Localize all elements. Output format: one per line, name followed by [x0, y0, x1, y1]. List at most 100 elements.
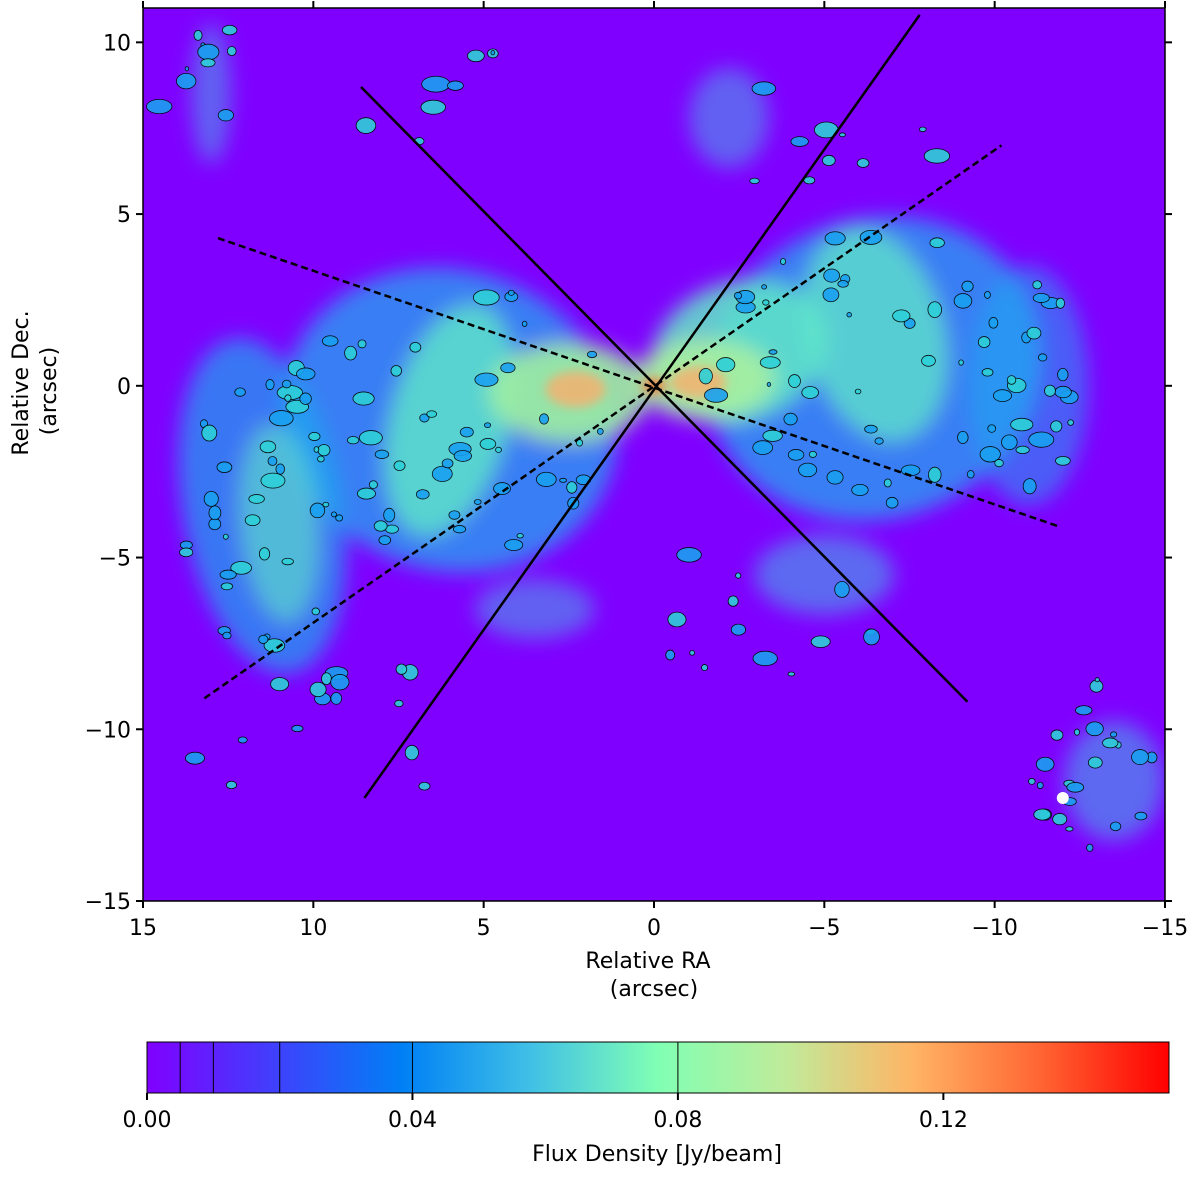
emission-clump [698, 367, 713, 385]
emission-lobe [474, 579, 595, 640]
emission-clump [733, 291, 743, 300]
emission-clump [474, 372, 499, 387]
emission-clump [1028, 431, 1055, 448]
y-tick-label: 10 [103, 31, 131, 56]
emission-clump [822, 287, 840, 303]
emission-clump [854, 388, 862, 395]
emission-clump [927, 301, 942, 318]
emission-clump [923, 148, 951, 164]
emission-clump [1085, 721, 1104, 737]
emission-clump [1073, 728, 1080, 736]
emission-clump [346, 436, 360, 445]
emission-clump [311, 607, 320, 616]
emission-clump [473, 499, 482, 505]
emission-clump [783, 412, 798, 426]
emission-clump [185, 751, 205, 765]
emission-clump [768, 349, 778, 355]
emission-clump [203, 490, 219, 507]
emission-clump [201, 424, 218, 442]
emission-clump [459, 426, 474, 438]
emission-clump [1037, 353, 1048, 362]
emission-clump [270, 677, 290, 692]
emission-clump [752, 650, 778, 667]
emission-clump [504, 539, 524, 551]
emission-clump [801, 386, 819, 399]
emission-clump [265, 379, 275, 391]
emission-clump [892, 309, 911, 323]
emission-clump [761, 284, 768, 290]
emission-clump [1032, 280, 1042, 290]
emission-clump [219, 569, 237, 580]
emission-clump [788, 374, 801, 388]
x-tick-label: 0 [647, 916, 661, 941]
emission-clump [846, 312, 852, 318]
emission-clump [752, 440, 774, 455]
emission-clump [749, 177, 760, 185]
emission-clump [665, 649, 676, 661]
emission-clump [808, 450, 817, 458]
emission-clump [1055, 455, 1071, 466]
x-tick-label: −5 [808, 916, 840, 941]
emission-clump [222, 631, 232, 640]
emission-clump [222, 24, 238, 36]
emission-clump [330, 674, 350, 691]
emission-clump [918, 126, 927, 133]
y-axis-label: Relative Dec. [9, 310, 34, 455]
emission-clump [404, 744, 419, 761]
emission-clump [966, 470, 975, 479]
emission-clump [1134, 811, 1148, 821]
emission-clump [921, 354, 936, 367]
emission-clump [259, 440, 277, 454]
emission-clump [1022, 478, 1037, 495]
emission-clump [378, 535, 392, 545]
plot-area: 15 10 5 0 −5 −10 −15 10 5 0 −5 −10 −15 [85, 1, 1188, 941]
colorbar-tick-label: 0.12 [919, 1108, 968, 1133]
emission-clump [1036, 781, 1044, 790]
emission-clump [883, 478, 892, 488]
emission-core-blob [545, 371, 606, 408]
emission-clump [441, 458, 454, 469]
emission-clump [230, 561, 252, 575]
emission-clump [1087, 756, 1103, 769]
emission-clump [197, 43, 220, 61]
emission-clump [216, 461, 233, 473]
emission-clump [281, 379, 292, 389]
emission-lobe [688, 67, 769, 168]
emission-clump [309, 681, 327, 698]
emission-lobe [383, 303, 516, 538]
emission-clump [421, 75, 451, 93]
emission-clump [357, 339, 367, 349]
emission-clump [357, 487, 376, 500]
emission-clump [374, 449, 390, 459]
x-axis-unit: (arcsec) [610, 977, 698, 1002]
emission-clump [453, 450, 472, 462]
emission-clump [992, 389, 1012, 402]
emission-clump [321, 335, 339, 347]
emission-clump [787, 449, 805, 461]
emission-clump [1050, 729, 1064, 741]
emission-clump [373, 520, 388, 532]
emission-clump [667, 611, 687, 628]
colorbar-tick-label: 0.08 [653, 1108, 702, 1133]
emission-clump [823, 268, 841, 283]
emission-clump [418, 781, 431, 791]
emission-clump [834, 581, 850, 598]
emission-clump [330, 692, 343, 705]
emission-clump [383, 507, 396, 523]
emission-clump [419, 413, 430, 423]
emission-clump [299, 392, 312, 405]
emission-clump [810, 635, 831, 648]
emission-clump [415, 489, 430, 500]
emission-clump [321, 672, 332, 686]
emission-clumps [146, 24, 1158, 852]
colorbar-contour-levels [179, 1042, 679, 1093]
emission-clump [258, 547, 271, 561]
emission-clump [987, 424, 997, 433]
x-tick-label: 10 [299, 916, 327, 941]
emission-clump [490, 50, 496, 56]
emission-clump [1055, 297, 1065, 309]
colorbar-ticks: 0.00 0.04 0.08 0.12 [123, 1093, 968, 1133]
emission-clump [237, 736, 248, 744]
emission-clump [275, 463, 285, 475]
emission-clump [222, 533, 229, 540]
